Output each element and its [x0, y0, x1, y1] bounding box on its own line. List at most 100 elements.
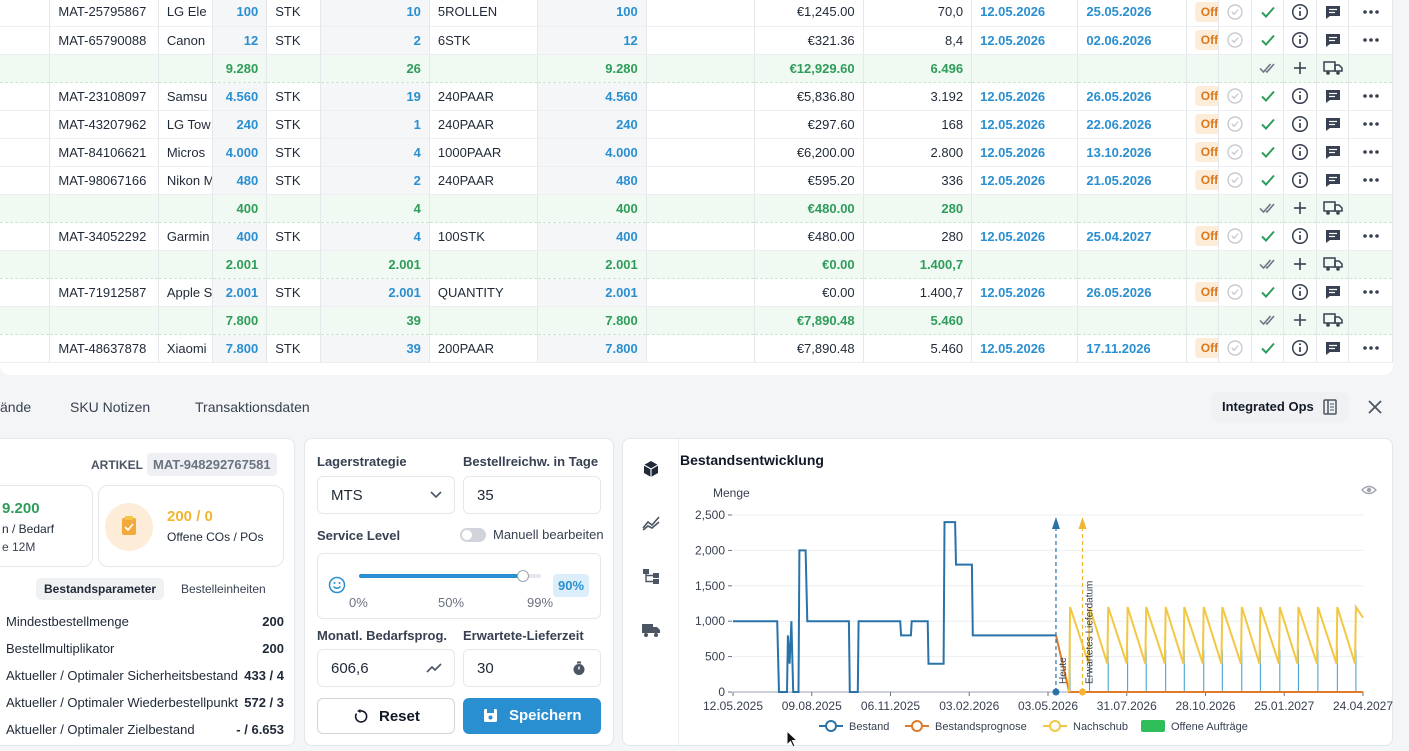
comment-icon[interactable] — [1324, 339, 1342, 355]
add-icon[interactable] — [1291, 255, 1309, 270]
checkbox-cell[interactable] — [0, 166, 51, 195]
checkbox-cell[interactable] — [0, 110, 51, 139]
delivery-date[interactable]: 25.04.2027 — [1077, 222, 1187, 251]
approve-icon[interactable] — [1226, 3, 1244, 20]
approve-icon[interactable] — [1226, 87, 1244, 104]
service-level-slider[interactable] — [359, 570, 541, 582]
more-icon[interactable] — [1362, 283, 1380, 298]
confirmed-quantity[interactable]: 12 — [537, 26, 647, 55]
confirmed-quantity[interactable]: 400 — [537, 222, 647, 251]
confirm-icon[interactable] — [1259, 3, 1277, 18]
truck-icon[interactable] — [1322, 59, 1343, 75]
confirm-icon[interactable] — [1259, 143, 1277, 158]
more-icon[interactable] — [1362, 227, 1380, 242]
confirmed-quantity[interactable]: 480 — [537, 166, 647, 195]
legend-label[interactable]: Offene Aufträge — [1171, 721, 1248, 733]
order-date[interactable]: 12.05.2026 — [971, 278, 1079, 307]
approve-icon[interactable] — [1226, 143, 1244, 160]
more-icon[interactable] — [1362, 339, 1380, 354]
info-icon[interactable] — [1291, 143, 1309, 161]
save-button[interactable]: Speichern — [463, 698, 601, 734]
pack-count[interactable]: 4 — [320, 222, 430, 251]
delivery-date[interactable]: 26.05.2026 — [1077, 278, 1187, 307]
pack-count[interactable]: 2 — [320, 26, 430, 55]
eye-icon[interactable] — [1361, 484, 1377, 496]
pack-count[interactable]: 39 — [320, 334, 430, 363]
pack-count[interactable]: 4 — [320, 138, 430, 167]
more-icon[interactable] — [1362, 171, 1380, 186]
pack-count[interactable]: 1 — [320, 110, 430, 139]
approve-icon[interactable] — [1226, 31, 1244, 48]
confirmed-quantity[interactable]: 7.800 — [537, 334, 647, 363]
delivery-date[interactable]: 21.05.2026 — [1077, 166, 1187, 195]
approve-icon[interactable] — [1226, 339, 1244, 356]
confirmed-quantity[interactable]: 240 — [537, 110, 647, 139]
checkbox-cell[interactable] — [0, 222, 51, 251]
subtab-bestelleinheiten[interactable]: Bestelleinheiten — [181, 582, 266, 596]
order-date[interactable]: 12.05.2026 — [971, 222, 1079, 251]
checkbox-cell[interactable] — [0, 82, 51, 111]
order-date[interactable]: 12.05.2026 — [971, 166, 1079, 195]
lagerstrategie-select[interactable]: MTS — [317, 476, 455, 514]
more-icon[interactable] — [1362, 87, 1380, 102]
delivery-date[interactable]: 13.10.2026 — [1077, 138, 1187, 167]
info-icon[interactable] — [1291, 339, 1309, 357]
truck-icon[interactable] — [1322, 199, 1343, 215]
comment-icon[interactable] — [1324, 87, 1342, 103]
comment-icon[interactable] — [1324, 31, 1342, 47]
more-icon[interactable] — [1362, 143, 1380, 158]
cube-icon[interactable] — [642, 460, 660, 478]
legend-label[interactable]: Nachschub — [1073, 721, 1128, 733]
truck-icon[interactable] — [1322, 311, 1343, 327]
info-icon[interactable] — [1291, 227, 1309, 245]
pack-count[interactable]: 10 — [320, 0, 430, 27]
order-date[interactable]: 12.05.2026 — [971, 26, 1079, 55]
order-quantity[interactable]: 4.560 — [212, 82, 268, 111]
pack-count[interactable]: 2.001 — [320, 278, 430, 307]
confirm-icon[interactable] — [1259, 171, 1277, 186]
approve-icon[interactable] — [1226, 283, 1244, 300]
legend-label[interactable]: Bestandsprognose — [935, 721, 1027, 733]
pack-count[interactable]: 2 — [320, 166, 430, 195]
order-quantity[interactable]: 2.001 — [212, 278, 268, 307]
comment-icon[interactable] — [1324, 171, 1342, 187]
add-icon[interactable] — [1291, 311, 1309, 326]
bedarfsprog-input[interactable]: 606,6 — [317, 649, 455, 687]
checkbox-cell[interactable] — [0, 278, 51, 307]
order-quantity[interactable]: 7.800 — [212, 334, 268, 363]
truck-icon[interactable] — [641, 622, 661, 638]
checkbox-cell[interactable] — [0, 26, 51, 55]
approve-all-icon[interactable] — [1259, 199, 1277, 214]
order-quantity[interactable]: 480 — [212, 166, 268, 195]
hierarchy-icon[interactable] — [642, 568, 660, 584]
order-date[interactable]: 12.05.2026 — [971, 110, 1079, 139]
confirmed-quantity[interactable]: 4.000 — [537, 138, 647, 167]
manuell-toggle[interactable] — [460, 528, 486, 542]
info-icon[interactable] — [1291, 87, 1309, 105]
info-icon[interactable] — [1291, 3, 1309, 20]
approve-icon[interactable] — [1226, 171, 1244, 188]
approve-icon[interactable] — [1226, 227, 1244, 244]
order-quantity[interactable]: 240 — [212, 110, 268, 139]
info-icon[interactable] — [1291, 171, 1309, 189]
order-quantity[interactable]: 12 — [212, 26, 268, 55]
confirm-icon[interactable] — [1259, 339, 1277, 354]
checkbox-cell[interactable] — [0, 138, 51, 167]
order-quantity[interactable]: 400 — [212, 222, 268, 251]
info-icon[interactable] — [1291, 283, 1309, 301]
comment-icon[interactable] — [1324, 115, 1342, 131]
confirm-icon[interactable] — [1259, 87, 1277, 102]
more-icon[interactable] — [1362, 3, 1380, 18]
delivery-date[interactable]: 25.05.2026 — [1077, 0, 1187, 27]
add-icon[interactable] — [1291, 59, 1309, 74]
approve-all-icon[interactable] — [1259, 59, 1277, 74]
delivery-date[interactable]: 26.05.2026 — [1077, 82, 1187, 111]
order-date[interactable]: 12.05.2026 — [971, 334, 1079, 363]
lieferzeit-input[interactable]: 30 — [463, 649, 601, 687]
checkbox-cell[interactable] — [0, 334, 51, 363]
confirm-icon[interactable] — [1259, 227, 1277, 242]
delivery-date[interactable]: 02.06.2026 — [1077, 26, 1187, 55]
add-icon[interactable] — [1291, 199, 1309, 214]
order-quantity[interactable]: 100 — [212, 0, 268, 27]
legend-label[interactable]: Bestand — [849, 721, 889, 733]
